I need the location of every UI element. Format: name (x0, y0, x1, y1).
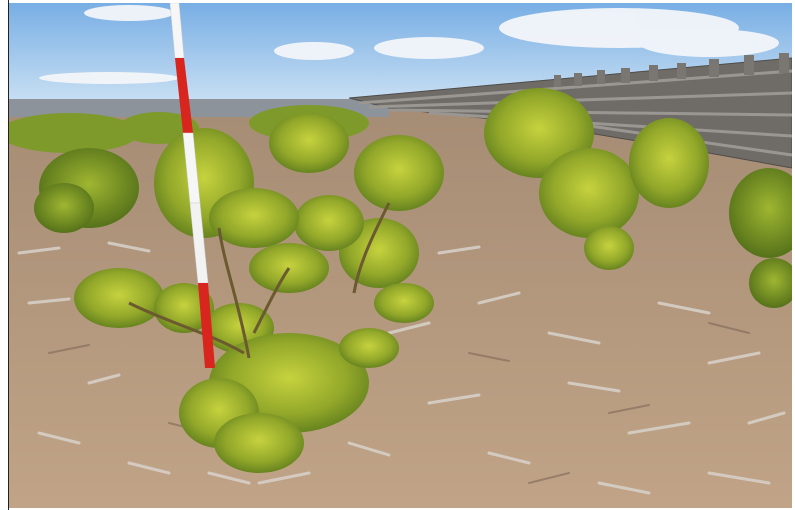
fence-posts (554, 53, 789, 87)
photo (9, 3, 792, 508)
survey-pole (169, 3, 215, 368)
pine-seedling-right-edge (729, 168, 792, 308)
pine-seedling-right-center (484, 88, 709, 270)
pole-segment-red-1 (175, 58, 193, 133)
pine-seedling-left (34, 148, 139, 233)
fence-rails (358, 69, 792, 157)
pole-segment-red-2 (198, 283, 215, 368)
clouds (39, 5, 779, 84)
pine-branches (128, 202, 391, 359)
wood-chip-mulch (17, 241, 786, 495)
pine-seedling-foreground (74, 128, 399, 473)
frame-border (0, 0, 9, 510)
